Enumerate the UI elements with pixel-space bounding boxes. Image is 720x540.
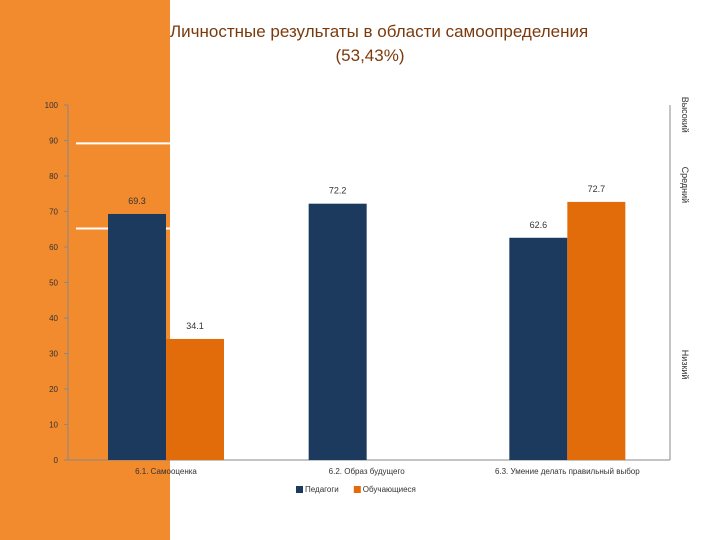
chart-bars [108, 201, 626, 461]
bar-1-2 [567, 201, 626, 461]
y-tick-label-3: 30 [49, 350, 58, 359]
chart-axes: 0 10 20 30 40 50 60 70 80 90 100 Высокий Средний Низк… [45, 97, 690, 476]
x-tick-label-1: 6.2. Образ будущего [329, 467, 406, 476]
y-tick-label-2: 20 [49, 385, 58, 394]
x-tick-label-2: 6.3. Умение делать правильный выбор [495, 467, 640, 476]
data-label-0-0: 69.3 [128, 196, 146, 206]
legend-swatch-0 [296, 486, 303, 493]
y-tick-label-9: 90 [49, 137, 58, 146]
level-band-label-1: Средний [680, 167, 690, 204]
legend-swatch-1 [353, 486, 361, 493]
bar-1-0 [166, 338, 224, 460]
legend-label-1: Обучающиеся [363, 485, 416, 494]
level-band-label-2: Низкий [680, 350, 690, 380]
chart-subtitle: (53,43%) [335, 46, 405, 65]
chart-legend: Педагоги Обучающиеся [296, 485, 416, 494]
bar-0-2 [509, 237, 568, 460]
bar-0-0 [108, 213, 166, 460]
y-tick-label-10: 100 [45, 101, 59, 110]
y-tick-label-0: 0 [54, 456, 59, 465]
data-label-0-1: 72.2 [329, 186, 347, 196]
chart-title-block: Личностные результаты в области самоопре… [170, 20, 589, 68]
y-tick-label-7: 70 [49, 208, 58, 217]
legend-label-0: Педагоги [305, 485, 339, 494]
chart-data-labels: 69.3 34.1 72.2 62.6 72.7 [128, 184, 605, 331]
data-label-1-2: 72.7 [588, 184, 606, 194]
y-tick-label-1: 10 [49, 421, 58, 430]
bar-0-1 [308, 203, 367, 460]
data-label-0-2: 62.6 [530, 220, 548, 230]
y-tick-label-4: 40 [49, 314, 58, 323]
y-tick-label-6: 60 [49, 243, 58, 252]
level-band-label-0: Высокий [680, 97, 690, 133]
y-tick-label-8: 80 [49, 172, 58, 181]
chart-title: Личностные результаты в области самоопре… [170, 22, 589, 41]
x-tick-label-0: 6.1. Самооценка [135, 467, 197, 476]
y-tick-label-5: 50 [49, 279, 58, 288]
data-label-1-0: 34.1 [186, 321, 204, 331]
